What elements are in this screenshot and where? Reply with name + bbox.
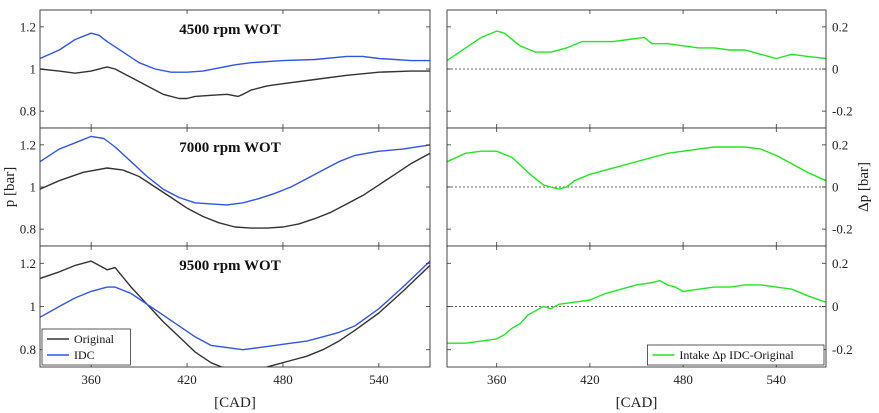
- series-line-idc: [40, 32, 430, 73]
- panel-background: [40, 10, 430, 128]
- series-line-intake-p-idc-original: [447, 30, 826, 62]
- y-tick-label: 0.2: [832, 19, 848, 34]
- y-tick-label: 1.2: [20, 256, 36, 271]
- y-tick-label: 0.8: [20, 222, 36, 237]
- panel-left-top: 0.8 1 1.2 4500 rpm WOT: [20, 9, 431, 129]
- panel-right-bottom: 360 420 480 540 -0.2 0 0.2 [CAD] Intake Δp IDC-O…: [446, 245, 853, 411]
- y-tick-label: 0.8: [20, 104, 36, 119]
- legend: Intake Δp IDC-Original: [647, 344, 825, 366]
- y-tick-label: 0: [832, 180, 839, 195]
- y-tick-label: 1.2: [20, 137, 36, 152]
- legend-box: [647, 344, 825, 366]
- panel-left-middle: 0.8 1 1.2 7000 rpm WOT p [bar]: [2, 127, 431, 247]
- y-tick-label: 0: [832, 62, 839, 77]
- x-tick-label: 420: [177, 372, 197, 387]
- series-line-original: [40, 260, 430, 367]
- y-tick-label: 0.2: [832, 137, 848, 152]
- x-tick-label: 360: [487, 372, 507, 387]
- series-line-idc: [40, 135, 430, 206]
- y-axis-label: Δp [bar]: [856, 162, 872, 212]
- y-tick-label: -0.2: [832, 222, 853, 237]
- x-axis-label: [CAD]: [616, 395, 658, 411]
- series-line-original: [40, 66, 430, 100]
- x-tick-label: 540: [767, 372, 787, 387]
- legend: Original IDC: [41, 328, 131, 366]
- x-axis-label: [CAD]: [214, 395, 256, 411]
- panel-right-top: -0.2 0 0.2: [446, 9, 853, 129]
- y-tick-label: 1.2: [20, 19, 36, 34]
- y-axis-label: p [bar]: [2, 167, 18, 207]
- y-tick-label: -0.2: [832, 342, 853, 357]
- legend-box: [41, 328, 131, 366]
- x-tick-label: 480: [673, 372, 693, 387]
- legend-label: IDC: [74, 348, 95, 362]
- panel-title: 9500 rpm WOT: [179, 258, 280, 274]
- series-line-intake-p-idc-original: [447, 146, 826, 190]
- y-tick-label: 1: [30, 180, 37, 195]
- x-tick-label: 480: [273, 372, 293, 387]
- legend-label: Original: [74, 332, 115, 346]
- panel-right-middle: -0.2 0 0.2 Δp [bar]: [446, 127, 872, 247]
- panel-left-bottom: 360 420 480 540 0.8 1 1.2 9500 rpm WOT [CAD] Orig…: [20, 245, 431, 411]
- x-tick-label: 540: [369, 372, 389, 387]
- panel-title: 7000 rpm WOT: [179, 140, 280, 156]
- series-line-idc: [40, 260, 430, 351]
- y-tick-label: 0: [832, 299, 839, 314]
- x-tick-label: 360: [81, 372, 101, 387]
- series-line-intake-p-idc-original: [447, 279, 826, 344]
- series-line-original: [40, 152, 430, 229]
- y-tick-label: 1: [30, 62, 37, 77]
- panel-title: 4500 rpm WOT: [179, 22, 280, 38]
- legend-label: Intake Δp IDC-Original: [679, 348, 794, 362]
- y-tick-label: 0.2: [832, 256, 848, 271]
- y-tick-label: 1: [30, 299, 37, 314]
- y-tick-label: -0.2: [832, 104, 853, 119]
- y-tick-label: 0.8: [20, 342, 36, 357]
- x-tick-label: 420: [580, 372, 600, 387]
